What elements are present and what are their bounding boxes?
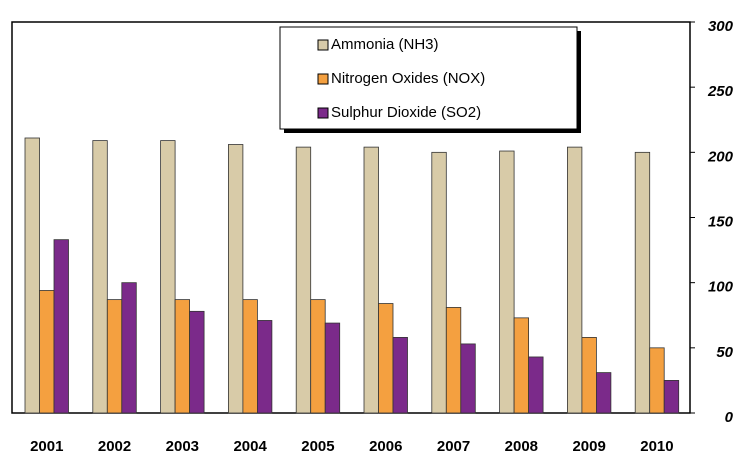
- legend-label: Nitrogen Oxides (NOX): [331, 70, 485, 87]
- x-tick-label: 2010: [640, 438, 673, 455]
- bar: [256, 320, 273, 414]
- bar: [227, 144, 244, 414]
- bar: [596, 372, 612, 414]
- bar: [324, 322, 341, 414]
- bar: [310, 299, 326, 414]
- legend: [279, 26, 578, 130]
- legend-swatch: [317, 107, 329, 119]
- bar: [499, 150, 515, 414]
- y-tick-label: 50: [716, 344, 733, 361]
- x-tick-label: 2004: [233, 438, 267, 455]
- x-tick-label: 2008: [505, 438, 538, 455]
- bar: [581, 337, 597, 414]
- legend-label: Sulphur Dioxide (SO2): [331, 104, 481, 121]
- x-tick-label: 2006: [369, 438, 402, 455]
- y-tick-label: 200: [707, 148, 734, 165]
- bar: [121, 282, 137, 414]
- bar: [174, 299, 191, 414]
- bar: [106, 299, 123, 414]
- legend-swatch: [317, 39, 329, 51]
- x-tick-label: 2005: [301, 438, 334, 455]
- x-tick-label: 2007: [437, 438, 470, 455]
- bar: [392, 337, 408, 414]
- bar: [431, 151, 447, 414]
- bar: [378, 303, 394, 414]
- y-tick-label: 150: [708, 213, 734, 230]
- legend-swatch: [317, 73, 329, 85]
- bar: [295, 146, 312, 414]
- bar: [189, 310, 205, 414]
- bar: [513, 317, 529, 414]
- x-tick-label: 2003: [166, 438, 199, 455]
- x-tick-label: 2001: [30, 438, 63, 455]
- y-tick-label: 250: [707, 83, 734, 100]
- legend-label: Ammonia (NH3): [331, 36, 439, 53]
- bar: [634, 151, 651, 414]
- x-tick-label: 2009: [572, 438, 605, 455]
- bar: [160, 140, 176, 414]
- bar: [663, 380, 680, 414]
- bar: [567, 146, 583, 414]
- bar: [363, 146, 379, 414]
- bar: [460, 343, 476, 414]
- bar: [39, 290, 55, 414]
- bar: [53, 239, 69, 414]
- bar: [24, 137, 40, 414]
- y-tick-label: 100: [708, 279, 734, 296]
- bar: [242, 299, 258, 414]
- bar: [445, 307, 462, 414]
- x-tick-label: 2002: [98, 438, 131, 455]
- bar: [649, 347, 665, 414]
- bar: [528, 356, 544, 414]
- bar: [92, 140, 108, 414]
- y-tick-label: 0: [725, 409, 734, 426]
- y-tick-label: 300: [708, 18, 734, 35]
